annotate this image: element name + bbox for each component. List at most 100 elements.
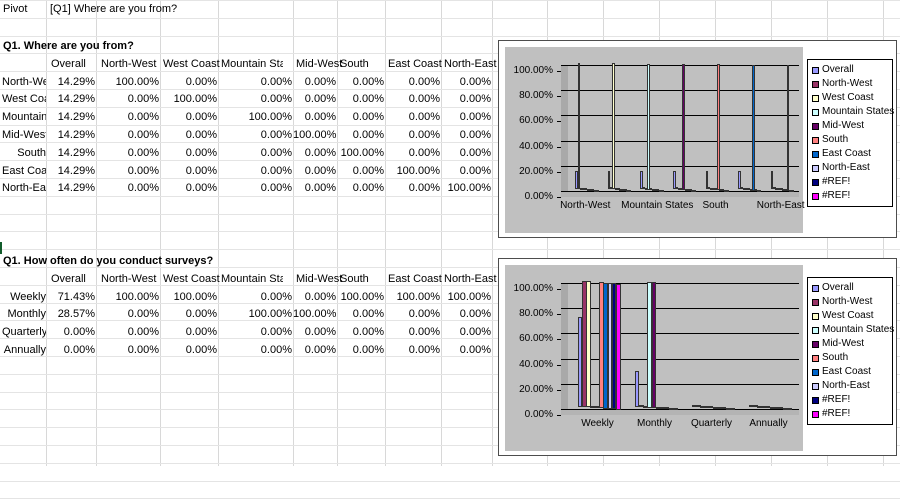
table-row-header[interactable]: Mountain States (2, 111, 46, 124)
chart-object-where-are-you-from[interactable]: 0.00% 20.00% 40.00% 60.00% 80.00% 100.00% Nort… (498, 40, 897, 238)
table-cell[interactable]: 100.00% (115, 75, 159, 88)
table-cell[interactable]: 0.00% (185, 326, 217, 339)
table-cell[interactable]: 0.00% (408, 75, 440, 88)
chart-legend-item[interactable]: Overall (812, 281, 889, 295)
table-cell[interactable]: 0.00% (185, 164, 217, 177)
chart-legend-item[interactable]: South (812, 351, 889, 365)
table-cell[interactable]: 0.00% (408, 182, 440, 195)
table-cell[interactable]: 0.00% (304, 326, 336, 339)
chart-legend-item[interactable]: #REF! (812, 189, 889, 203)
chart-legend-item[interactable]: #REF! (812, 407, 889, 421)
table-cell[interactable]: 0.00% (63, 344, 95, 356)
table-row-header[interactable]: Monthly (7, 308, 46, 321)
table-cell[interactable]: 100.00% (248, 111, 292, 124)
chart-legend-item[interactable]: South (812, 133, 889, 147)
table-cell[interactable]: 0.00% (260, 146, 292, 159)
table-cell[interactable]: 0.00% (185, 129, 217, 141)
table-cell[interactable]: 0.00% (127, 93, 159, 106)
table-cell[interactable]: 0.00% (127, 344, 159, 356)
table-cell[interactable]: 0.00% (304, 290, 336, 303)
table-row-header[interactable]: North-East (2, 182, 46, 195)
table-cell[interactable]: 14.29% (57, 75, 95, 88)
table-cell[interactable]: 100.00% (340, 290, 384, 303)
cell-pivot-value[interactable]: [Q1] Where are you from? (50, 3, 178, 15)
table-cell[interactable]: 0.00% (127, 308, 159, 321)
table-cell[interactable]: 0.00% (352, 75, 384, 88)
chart-legend-item[interactable]: Mountain States (812, 323, 894, 337)
table-cell[interactable]: 0.00% (459, 93, 491, 106)
chart-legend-item[interactable]: Mountain States (812, 105, 894, 119)
table-row-header[interactable]: East Coast (2, 164, 46, 177)
chart-legend-item[interactable]: North-West (812, 295, 889, 309)
chart-legend-item[interactable]: Mid-West (812, 119, 889, 133)
chart-legend-item[interactable]: North-West (812, 77, 889, 91)
table-cell[interactable]: 0.00% (304, 111, 336, 124)
table-cell[interactable]: 0.00% (408, 93, 440, 106)
table-cell[interactable]: 14.29% (57, 146, 95, 159)
table-row-header[interactable]: West Coast (2, 93, 46, 106)
table-cell[interactable]: 0.00% (127, 129, 159, 141)
table-row-header[interactable]: Weekly (10, 290, 46, 303)
table-cell[interactable]: 0.00% (127, 164, 159, 177)
table-cell[interactable]: 0.00% (459, 75, 491, 88)
table-cell[interactable]: 0.00% (352, 93, 384, 106)
table-cell[interactable]: 0.00% (260, 129, 292, 141)
table-cell[interactable]: 0.00% (260, 164, 292, 177)
table-cell[interactable]: 0.00% (185, 75, 217, 88)
table-row-header[interactable]: Mid-West (2, 129, 46, 141)
chart-legend-item[interactable]: Mid-West (812, 337, 889, 351)
table-cell[interactable]: 100.00% (293, 129, 336, 141)
table-cell[interactable]: 100.00% (396, 164, 440, 177)
table-cell[interactable]: 100.00% (248, 308, 292, 321)
table-cell[interactable]: 0.00% (260, 344, 292, 356)
table-cell[interactable]: 0.00% (304, 164, 336, 177)
table-cell[interactable]: 0.00% (185, 182, 217, 195)
table-cell[interactable]: 0.00% (127, 146, 159, 159)
table-cell[interactable]: 0.00% (304, 75, 336, 88)
table-cell[interactable]: 0.00% (127, 182, 159, 195)
table-cell[interactable]: 0.00% (185, 111, 217, 124)
table-cell[interactable]: 100.00% (447, 182, 491, 195)
table-cell[interactable]: 0.00% (352, 164, 384, 177)
table-row-header[interactable]: South (17, 146, 46, 159)
table-cell[interactable]: 0.00% (352, 326, 384, 339)
table-cell[interactable]: 0.00% (260, 93, 292, 106)
table-cell[interactable]: 0.00% (408, 326, 440, 339)
table-cell[interactable]: 28.57% (57, 308, 95, 321)
table-cell[interactable]: 0.00% (352, 182, 384, 195)
table-cell[interactable]: 0.00% (185, 146, 217, 159)
table-cell[interactable]: 100.00% (115, 290, 159, 303)
table-cell[interactable]: 0.00% (459, 308, 491, 321)
table-cell[interactable]: 0.00% (304, 146, 336, 159)
table-cell[interactable]: 71.43% (57, 290, 95, 303)
table-cell[interactable]: 0.00% (63, 326, 95, 339)
chart-legend[interactable]: Overall North-West West Coast Mountain Stat… (807, 59, 894, 207)
table-row-header[interactable]: North-West (2, 75, 46, 88)
table-cell[interactable]: 0.00% (408, 344, 440, 356)
cell-pivot-label[interactable]: Pivot (3, 3, 28, 15)
table-cell[interactable]: 0.00% (408, 111, 440, 124)
table-cell[interactable]: 0.00% (352, 308, 384, 321)
table-cell[interactable]: 14.29% (57, 182, 95, 195)
table-cell[interactable]: 14.29% (57, 129, 95, 141)
table-cell[interactable]: 0.00% (459, 129, 491, 141)
table-cell[interactable]: 0.00% (408, 308, 440, 321)
table-row-header[interactable]: Quarterly (2, 326, 46, 339)
chart-legend-item[interactable]: Overall (812, 63, 889, 77)
chart-legend-item[interactable]: #REF! (812, 393, 889, 407)
table-cell[interactable]: 0.00% (185, 344, 217, 356)
chart-legend[interactable]: Overall North-West West Coast Mountain Stat… (807, 277, 894, 425)
table-cell[interactable]: 100.00% (447, 290, 491, 303)
table-cell[interactable]: 14.29% (57, 164, 95, 177)
table-cell[interactable]: 0.00% (459, 326, 491, 339)
table-cell[interactable]: 14.29% (57, 111, 95, 124)
table-cell[interactable]: 0.00% (127, 326, 159, 339)
chart-legend-item[interactable]: West Coast (812, 91, 889, 105)
table-row-header[interactable]: Annually (3, 344, 46, 356)
table-cell[interactable]: 0.00% (260, 182, 292, 195)
table-cell[interactable]: 0.00% (352, 111, 384, 124)
table-cell[interactable]: 0.00% (459, 344, 491, 356)
table-cell[interactable]: 0.00% (260, 75, 292, 88)
chart-legend-item[interactable]: West Coast (812, 309, 889, 323)
chart-legend-item[interactable]: East Coast (812, 147, 889, 161)
